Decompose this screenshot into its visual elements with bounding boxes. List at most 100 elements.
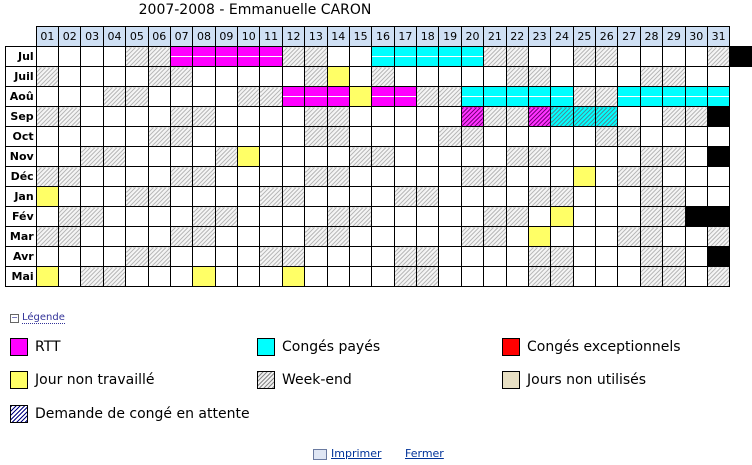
day-cell[interactable] [393,226,418,247]
legend-toggle-label[interactable]: Légende [22,312,65,324]
day-cell[interactable] [550,106,574,127]
day-cell[interactable] [460,186,485,207]
day-cell[interactable] [684,166,708,187]
day-cell[interactable] [348,126,373,147]
day-cell[interactable] [192,226,216,247]
day-cell[interactable] [483,126,507,147]
day-cell[interactable] [438,146,462,167]
day-cell[interactable] [505,106,529,127]
day-cell[interactable] [348,246,373,267]
day-cell[interactable] [416,206,440,227]
day-cell[interactable] [237,266,261,287]
day-cell[interactable] [438,86,462,107]
day-cell[interactable] [572,266,597,287]
day-cell[interactable] [639,146,664,167]
day-cell[interactable] [326,46,350,67]
day-cell[interactable] [169,266,194,287]
day-cell[interactable] [169,206,194,227]
day-cell[interactable] [662,206,686,227]
day-cell[interactable] [237,66,261,87]
day-cell[interactable] [214,166,239,187]
day-cell[interactable] [527,66,552,87]
day-cell[interactable] [80,146,104,167]
day-cell[interactable] [304,206,328,227]
day-cell[interactable] [147,266,171,287]
day-cell[interactable] [550,246,574,267]
day-cell[interactable] [527,226,552,247]
day-cell[interactable] [281,86,306,107]
day-cell[interactable] [304,86,328,107]
day-cell[interactable] [102,146,127,167]
day-cell[interactable] [617,266,641,287]
day-cell[interactable] [237,126,261,147]
day-cell[interactable] [393,146,418,167]
day-cell[interactable] [125,206,149,227]
day-cell[interactable] [35,186,60,207]
day-cell[interactable] [572,86,597,107]
day-cell[interactable] [192,126,216,147]
day-cell[interactable] [304,66,328,87]
day-cell[interactable] [80,186,104,207]
day-cell[interactable] [147,206,171,227]
day-cell[interactable] [35,266,60,287]
day-cell[interactable] [304,126,328,147]
day-cell[interactable] [169,246,194,267]
day-cell[interactable] [460,46,485,67]
day-cell[interactable] [483,146,507,167]
day-cell[interactable] [371,246,395,267]
day-cell[interactable] [662,86,686,107]
day-cell[interactable] [527,166,552,187]
day-cell[interactable] [595,246,619,267]
day-cell[interactable] [460,106,485,127]
day-cell[interactable] [617,146,641,167]
day-cell[interactable] [393,206,418,227]
day-cell[interactable] [706,186,731,207]
day-cell[interactable] [281,106,306,127]
day-cell[interactable] [125,246,149,267]
day-cell[interactable] [326,66,350,87]
day-cell[interactable] [147,66,171,87]
day-cell[interactable] [192,66,216,87]
day-cell[interactable] [102,66,127,87]
day-cell[interactable] [527,126,552,147]
day-cell[interactable] [192,86,216,107]
day-cell[interactable] [237,146,261,167]
day-cell[interactable] [483,106,507,127]
day-cell[interactable] [58,226,82,247]
day-cell[interactable] [371,146,395,167]
day-cell[interactable] [416,246,440,267]
day-cell[interactable] [460,146,485,167]
day-cell[interactable] [102,46,127,67]
day-cell[interactable] [326,106,350,127]
day-cell[interactable] [237,46,261,67]
day-cell[interactable] [684,206,708,227]
day-cell[interactable] [706,246,731,267]
day-cell[interactable] [662,106,686,127]
day-cell[interactable] [617,186,641,207]
day-cell[interactable] [438,226,462,247]
day-cell[interactable] [639,126,664,147]
day-cell[interactable] [662,246,686,267]
day-cell[interactable] [639,186,664,207]
day-cell[interactable] [460,226,485,247]
day-cell[interactable] [550,46,574,67]
day-cell[interactable] [460,206,485,227]
day-cell[interactable] [483,66,507,87]
day-cell[interactable] [505,46,529,67]
day-cell[interactable] [348,186,373,207]
day-cell[interactable] [35,166,60,187]
day-cell[interactable] [371,126,395,147]
day-cell[interactable] [58,186,82,207]
day-cell[interactable] [505,266,529,287]
day-cell[interactable] [595,46,619,67]
day-cell[interactable] [58,66,82,87]
printer-icon[interactable] [313,448,327,460]
day-cell[interactable] [237,166,261,187]
day-cell[interactable] [595,226,619,247]
day-cell[interactable] [416,266,440,287]
print-link[interactable]: Imprimer [313,447,382,460]
day-cell[interactable] [438,66,462,87]
day-cell[interactable] [102,246,127,267]
day-cell[interactable] [527,266,552,287]
day-cell[interactable] [80,166,104,187]
